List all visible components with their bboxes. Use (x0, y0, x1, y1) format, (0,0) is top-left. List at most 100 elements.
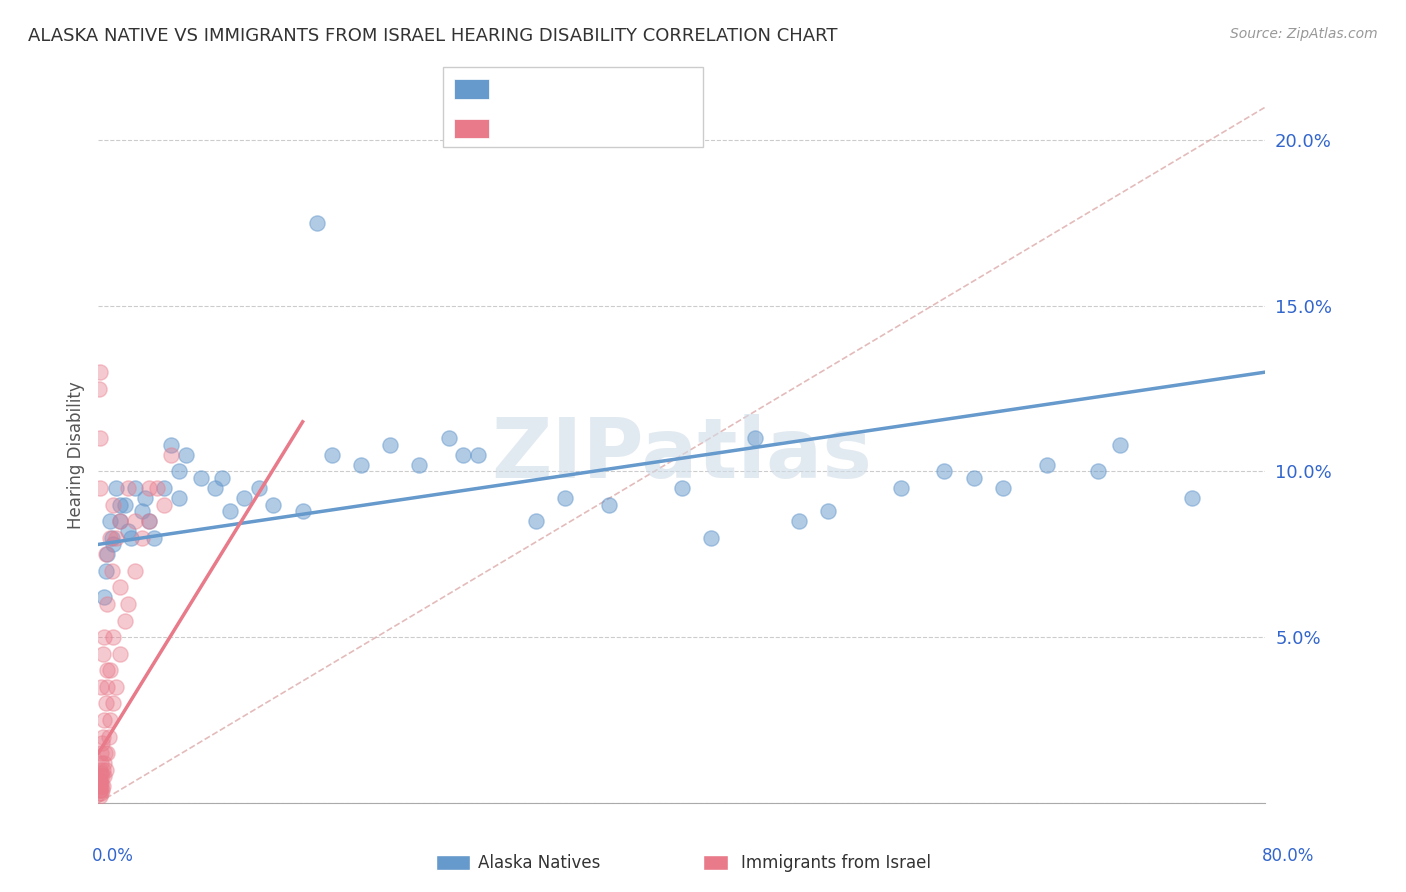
Point (114, 614, 136, 628)
Point (211, 471, 233, 485)
Point (138, 514, 160, 528)
Point (380, 438, 402, 452)
Point (218, 504, 240, 518)
Text: 80.0%: 80.0% (1263, 847, 1315, 865)
Point (101, 630, 124, 644)
Point (91, 763, 114, 777)
Point (962, 471, 984, 485)
Point (89, 769, 111, 783)
Point (437, 431, 460, 445)
Point (991, 481, 1014, 495)
Point (160, 438, 183, 452)
Point (90, 680, 112, 694)
Point (100, 564, 122, 578)
Point (93, 630, 115, 644)
Point (160, 448, 183, 462)
Text: 0.0%: 0.0% (91, 847, 134, 865)
Point (110, 514, 132, 528)
Point (96, 746, 118, 760)
Text: R = 0.491   N = 63: R = 0.491 N = 63 (501, 120, 671, 137)
Point (138, 514, 160, 528)
Point (89, 776, 111, 790)
Y-axis label: Hearing Disability: Hearing Disability (66, 381, 84, 529)
Point (934, 465, 956, 479)
Point (89, 779, 111, 793)
Point (233, 491, 256, 505)
Point (110, 647, 132, 661)
Point (174, 448, 197, 462)
Point (1035, 458, 1057, 472)
Point (89, 782, 111, 797)
Point (96, 663, 118, 677)
Point (94, 547, 117, 561)
Point (101, 498, 124, 512)
Point (96, 680, 118, 694)
Point (100, 531, 122, 545)
Point (451, 448, 474, 462)
Point (131, 531, 153, 545)
Point (117, 597, 139, 611)
Point (93, 769, 115, 783)
Text: Source: ZipAtlas.com: Source: ZipAtlas.com (1230, 27, 1378, 41)
Point (90, 756, 112, 770)
Point (131, 504, 153, 518)
Point (321, 448, 343, 462)
Point (134, 491, 156, 505)
Point (167, 491, 190, 505)
Text: R = 0.273   N = 54: R = 0.273 N = 54 (501, 80, 671, 98)
Point (110, 514, 132, 528)
Point (117, 481, 139, 495)
Point (1181, 491, 1204, 505)
Point (96, 597, 118, 611)
Point (98, 713, 121, 727)
Point (91, 647, 114, 661)
Point (138, 481, 160, 495)
Point (263, 498, 285, 512)
Point (93, 713, 115, 727)
Point (817, 504, 839, 518)
Point (307, 216, 329, 230)
Point (700, 531, 723, 545)
Point (101, 697, 124, 711)
Point (146, 481, 169, 495)
Point (89, 365, 111, 379)
Point (124, 514, 146, 528)
Text: Alaska Natives: Alaska Natives (478, 854, 600, 871)
Text: ALASKA NATIVE VS IMMIGRANTS FROM ISRAEL HEARING DISABILITY CORRELATION CHART: ALASKA NATIVE VS IMMIGRANTS FROM ISRAEL … (28, 27, 838, 45)
Text: ZIPatlas: ZIPatlas (492, 415, 872, 495)
Point (204, 481, 226, 495)
Point (91, 730, 114, 744)
Point (94, 564, 117, 578)
Point (94, 697, 117, 711)
Point (89, 789, 111, 804)
Point (90, 769, 112, 783)
Point (142, 531, 165, 545)
Point (114, 498, 136, 512)
Point (744, 431, 766, 445)
Text: Immigrants from Israel: Immigrants from Israel (741, 854, 931, 871)
Point (90, 766, 112, 780)
Point (671, 481, 693, 495)
Point (554, 491, 576, 505)
Point (94, 763, 117, 777)
Point (787, 514, 810, 528)
Point (104, 531, 127, 545)
Point (104, 481, 127, 495)
Point (120, 531, 142, 545)
Point (350, 458, 373, 472)
Point (110, 498, 132, 512)
Point (89, 763, 111, 777)
Point (153, 498, 176, 512)
Point (890, 481, 912, 495)
Point (91, 736, 114, 750)
Point (467, 448, 489, 462)
Point (91, 782, 114, 797)
Point (190, 471, 212, 485)
Point (91, 779, 114, 793)
Point (117, 524, 139, 538)
Point (98, 514, 121, 528)
Point (598, 498, 620, 512)
Point (101, 537, 124, 551)
Point (89, 772, 111, 787)
Point (291, 504, 314, 518)
